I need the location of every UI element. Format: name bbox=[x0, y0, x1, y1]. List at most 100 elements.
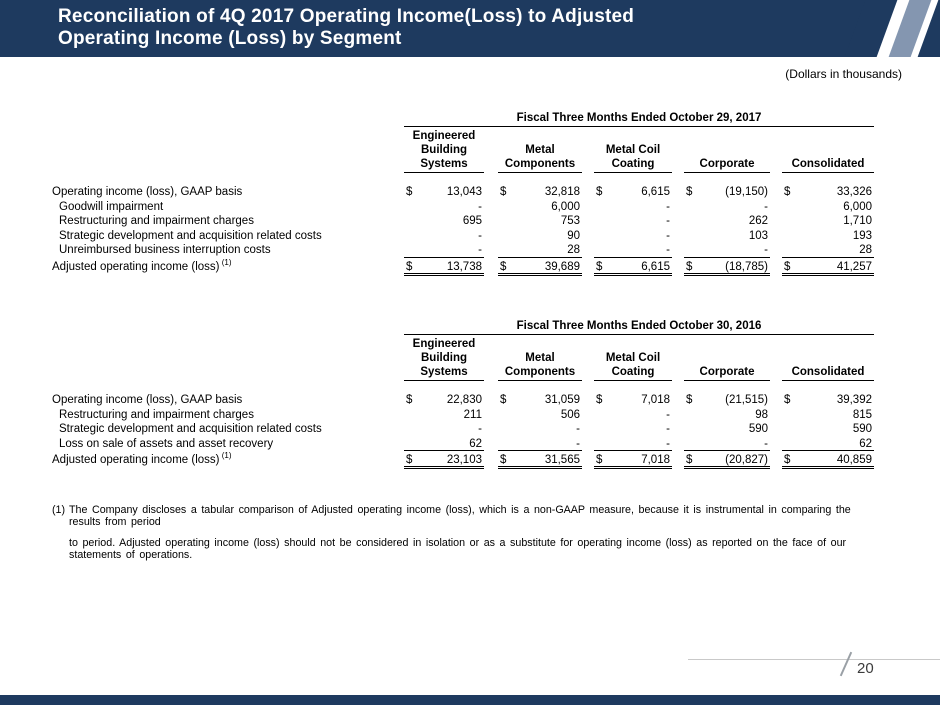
cell-value: - bbox=[666, 200, 670, 213]
currency-symbol: $ bbox=[500, 260, 507, 273]
value-cell: 103 bbox=[684, 229, 770, 244]
value-cell: - bbox=[594, 200, 672, 215]
value-cell: - bbox=[594, 422, 672, 437]
column-header: Corporate bbox=[684, 337, 770, 381]
cell-value: (18,785) bbox=[725, 260, 768, 273]
value-cell: 62 bbox=[782, 437, 874, 451]
value-cell: 90 bbox=[498, 229, 582, 244]
currency-symbol: $ bbox=[686, 394, 693, 406]
column-header: Metal Components bbox=[498, 129, 582, 173]
row-label: Strategic development and acquisition re… bbox=[59, 423, 322, 435]
page-number: 20 bbox=[857, 660, 874, 677]
footnote-line1: The Company discloses a tabular comparis… bbox=[69, 504, 851, 528]
value-cell: $13,738 bbox=[404, 260, 484, 276]
value-cell: - bbox=[404, 229, 484, 244]
cell-value: 1,710 bbox=[843, 215, 872, 227]
column-header-line: Coating bbox=[611, 158, 655, 170]
currency-symbol: $ bbox=[686, 186, 693, 198]
cell-value: 590 bbox=[748, 423, 768, 435]
value-cell: $13,043 bbox=[404, 185, 484, 200]
cell-value: 41,257 bbox=[836, 260, 872, 273]
cell-value: (19,150) bbox=[725, 186, 768, 198]
cell-value: 33,326 bbox=[836, 186, 872, 198]
cell-value: 31,059 bbox=[544, 394, 580, 406]
value-cell: 28 bbox=[498, 243, 582, 258]
period-label: Fiscal Three Months Ended October 29, 20… bbox=[404, 112, 874, 127]
column-header: Consolidated bbox=[782, 129, 874, 173]
currency-symbol: $ bbox=[500, 454, 507, 466]
column-header-line: Systems bbox=[420, 366, 468, 378]
value-cell: 193 bbox=[782, 229, 874, 244]
value-cell: - bbox=[498, 437, 582, 451]
column-headers: Engineered Building Systems Metal Components… bbox=[404, 129, 874, 173]
cell-value: 22,830 bbox=[446, 394, 482, 406]
value-cell: 211 bbox=[404, 408, 484, 423]
value-cell: 262 bbox=[684, 214, 770, 229]
currency-symbol: $ bbox=[596, 454, 603, 466]
currency-symbol: $ bbox=[686, 260, 693, 273]
cell-value: 7,018 bbox=[641, 454, 670, 466]
value-cell: 28 bbox=[782, 243, 874, 258]
units-note: (Dollars in thousands) bbox=[785, 67, 902, 81]
row-label: Restructuring and impairment charges bbox=[59, 408, 254, 421]
row-label: Restructuring and impairment charges bbox=[59, 215, 254, 227]
footnote-ref: (1) bbox=[219, 257, 232, 267]
value-cell: 62 bbox=[404, 437, 484, 451]
cell-value: - bbox=[666, 229, 670, 242]
value-cell: - bbox=[404, 200, 484, 215]
footnote-line2: to period. Adjusted operating income (lo… bbox=[69, 537, 847, 561]
value-cell: 590 bbox=[782, 422, 874, 437]
value-cell: $33,326 bbox=[782, 185, 874, 200]
cell-value: 590 bbox=[852, 423, 872, 435]
value-cell: $7,018 bbox=[594, 453, 672, 469]
cell-value: - bbox=[764, 244, 768, 256]
cell-value: 98 bbox=[755, 408, 768, 421]
row-label: Adjusted operating income (loss) (1) bbox=[52, 257, 232, 273]
currency-symbol: $ bbox=[406, 260, 413, 273]
value-cell: 98 bbox=[684, 408, 770, 423]
value-cell: - bbox=[594, 408, 672, 423]
cell-value: 62 bbox=[469, 437, 482, 450]
page-number-slash-icon bbox=[839, 651, 853, 677]
column-header: Engineered Building Systems bbox=[404, 337, 484, 381]
cell-value: (21,515) bbox=[725, 394, 768, 406]
cell-value: 6,000 bbox=[551, 200, 580, 213]
row-label: Loss on sale of assets and asset recover… bbox=[59, 437, 274, 450]
value-cell: $ (21,515) bbox=[684, 393, 770, 408]
table-rows: Operating income (loss), GAAP basis $22,8… bbox=[52, 393, 874, 469]
cell-value: 13,043 bbox=[446, 186, 482, 198]
column-header: Metal Components bbox=[498, 337, 582, 381]
value-cell: 1,710 bbox=[782, 214, 874, 229]
column-header-line: Coating bbox=[611, 366, 655, 378]
column-header-line: Components bbox=[504, 366, 576, 378]
cell-value: 193 bbox=[852, 229, 872, 242]
value-cell: $41,257 bbox=[782, 260, 874, 276]
column-header-line: Metal bbox=[525, 352, 555, 364]
value-cell: $31,059 bbox=[498, 393, 582, 408]
value-cell: - bbox=[404, 243, 484, 258]
value-cell: 6,000 bbox=[782, 200, 874, 215]
table-fiscal-2016: Fiscal Three Months Ended October 30, 20… bbox=[52, 320, 874, 469]
cell-value: 695 bbox=[462, 215, 482, 227]
cell-value: 6,615 bbox=[641, 260, 670, 273]
cell-value: 40,859 bbox=[836, 454, 872, 466]
currency-symbol: $ bbox=[596, 260, 603, 273]
column-header-line: Metal bbox=[525, 144, 555, 156]
cell-value: 90 bbox=[567, 229, 580, 242]
table-row: Adjusted operating income (loss) (1) $13,… bbox=[52, 257, 874, 276]
value-cell: - bbox=[498, 422, 582, 437]
currency-symbol: $ bbox=[784, 454, 791, 466]
footnote-text: The Company discloses a tabular comparis… bbox=[69, 504, 884, 561]
column-headers: Engineered Building Systems Metal Components… bbox=[404, 337, 874, 381]
column-header-line: Systems bbox=[420, 158, 468, 170]
row-label: Operating income (loss), GAAP basis bbox=[52, 186, 243, 198]
value-cell: $7,018 bbox=[594, 393, 672, 408]
value-cell: 695 bbox=[404, 214, 484, 229]
value-cell: - bbox=[594, 214, 672, 229]
cell-value: - bbox=[478, 423, 482, 435]
table-row: Loss on sale of assets and asset recover… bbox=[52, 437, 874, 451]
row-label: Operating income (loss), GAAP basis bbox=[52, 394, 243, 406]
column-header-line: Corporate bbox=[699, 366, 755, 378]
value-cell: 753 bbox=[498, 214, 582, 229]
column-header-line: Engineered bbox=[412, 130, 476, 142]
